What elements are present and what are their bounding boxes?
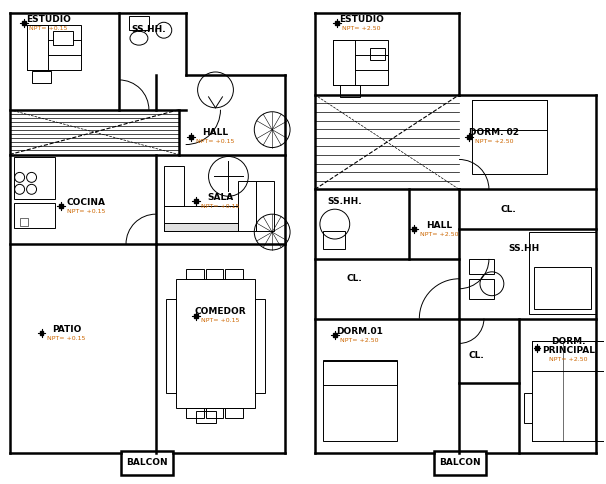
Bar <box>129 16 149 30</box>
Text: NPT= +2.50: NPT= +2.50 <box>549 357 588 362</box>
Bar <box>27 25 81 70</box>
Text: NPT= +0.15: NPT= +0.15 <box>29 26 68 30</box>
Bar <box>188 135 193 138</box>
Text: BALCON: BALCON <box>439 458 481 467</box>
Bar <box>164 206 238 231</box>
Text: SS.HH: SS.HH <box>508 244 539 254</box>
Bar <box>53 31 73 45</box>
Bar <box>333 40 387 85</box>
Bar <box>370 48 385 60</box>
Bar <box>185 269 204 279</box>
Bar <box>59 204 64 208</box>
Bar <box>467 135 471 138</box>
Bar <box>534 267 591 309</box>
Text: SS.HH.: SS.HH. <box>327 197 362 206</box>
Text: NPT= +0.15: NPT= +0.15 <box>67 209 105 213</box>
Bar <box>164 166 184 206</box>
Bar <box>225 408 244 418</box>
Bar <box>469 279 494 299</box>
Bar <box>355 55 387 70</box>
Bar <box>469 259 494 274</box>
Text: CL.: CL. <box>347 274 362 283</box>
Bar <box>333 333 337 337</box>
Bar <box>435 451 486 475</box>
Text: NPT= +0.15: NPT= +0.15 <box>201 318 239 323</box>
Text: PRINCIPAL: PRINCIPAL <box>542 346 595 355</box>
Bar <box>472 100 547 130</box>
Text: NPT= +0.15: NPT= +0.15 <box>47 336 85 341</box>
Bar <box>48 40 81 55</box>
Bar <box>27 25 48 70</box>
Text: CL.: CL. <box>501 205 517 214</box>
Bar <box>335 21 339 25</box>
Bar <box>32 71 52 83</box>
Text: NPT= +2.50: NPT= +2.50 <box>474 139 513 144</box>
Text: COMEDOR: COMEDOR <box>195 307 246 316</box>
Bar <box>205 269 224 279</box>
Bar <box>323 362 398 441</box>
Text: NPT= +0.15: NPT= +0.15 <box>201 204 239 209</box>
Bar <box>19 218 28 226</box>
Bar <box>225 269 244 279</box>
Bar <box>323 231 345 249</box>
Bar <box>534 347 539 350</box>
Bar <box>121 451 173 475</box>
Text: ESTUDIO: ESTUDIO <box>26 15 71 24</box>
Text: NPT= +2.50: NPT= +2.50 <box>420 231 459 237</box>
Bar <box>166 299 176 393</box>
Bar <box>340 85 360 97</box>
Text: DORM. 02: DORM. 02 <box>469 128 519 137</box>
Text: NPT= +0.15: NPT= +0.15 <box>196 139 235 144</box>
Bar <box>205 408 224 418</box>
Bar <box>194 199 198 203</box>
Bar <box>531 341 606 371</box>
Text: DORM.01: DORM.01 <box>336 327 383 336</box>
Bar <box>255 299 265 393</box>
Text: SS.HH.: SS.HH. <box>132 25 166 34</box>
Text: NPT= +2.50: NPT= +2.50 <box>341 338 379 343</box>
Text: HALL: HALL <box>426 221 452 229</box>
Bar <box>194 314 198 318</box>
Text: DORM.: DORM. <box>551 337 586 346</box>
Bar <box>323 360 398 385</box>
Bar <box>256 182 274 231</box>
Bar <box>528 232 596 314</box>
Bar <box>39 332 44 335</box>
Bar <box>412 227 416 231</box>
Text: COCINA: COCINA <box>67 198 106 207</box>
Text: CL.: CL. <box>468 351 484 360</box>
Bar <box>176 279 255 408</box>
Text: HALL: HALL <box>202 128 228 137</box>
Bar <box>14 203 55 228</box>
Text: NPT= +2.50: NPT= +2.50 <box>342 26 381 30</box>
Bar <box>531 341 606 441</box>
Bar <box>524 393 531 423</box>
Bar <box>14 157 55 199</box>
Bar <box>164 223 238 231</box>
Text: ESTUDIO: ESTUDIO <box>339 15 384 24</box>
Text: PATIO: PATIO <box>52 325 81 334</box>
Bar <box>196 411 216 423</box>
Bar <box>472 100 547 174</box>
Text: SALA: SALA <box>207 193 233 202</box>
Bar <box>22 21 25 25</box>
Bar <box>238 182 256 231</box>
Text: BALCON: BALCON <box>126 458 168 467</box>
Bar <box>185 408 204 418</box>
Bar <box>333 40 355 85</box>
